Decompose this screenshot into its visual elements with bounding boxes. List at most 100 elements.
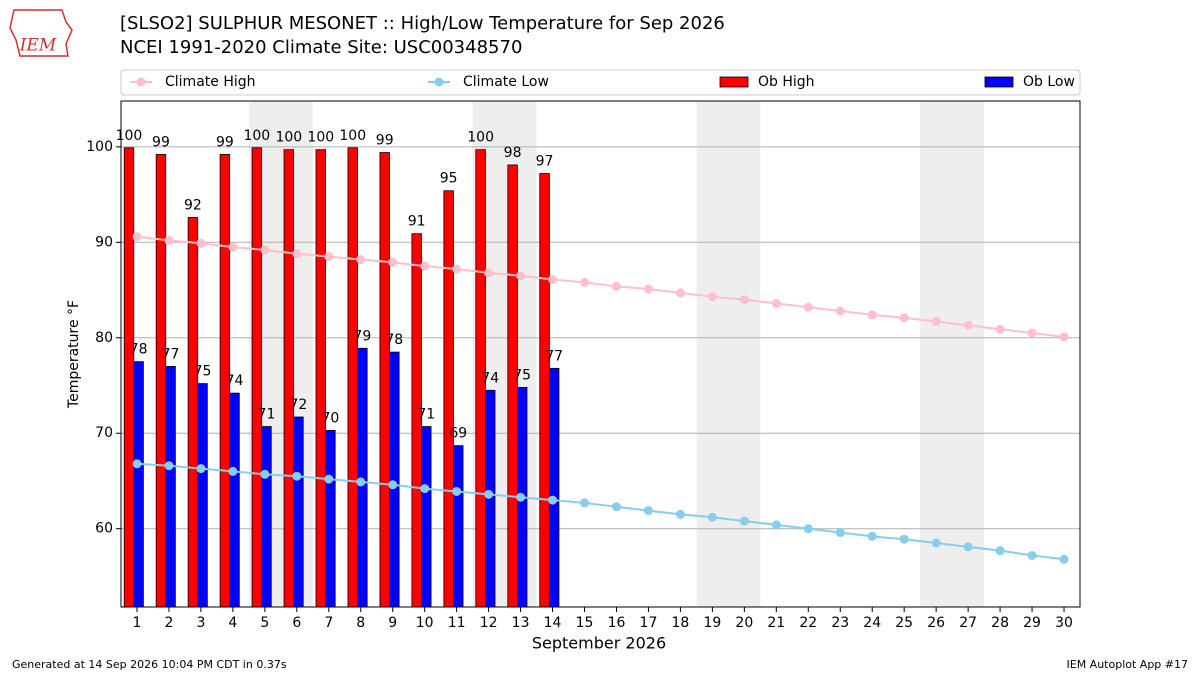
y-tick-label: 100 [86, 139, 113, 155]
point [516, 271, 526, 281]
point [611, 281, 621, 291]
point [707, 512, 717, 522]
x-tick-label: 2 [164, 615, 173, 631]
footer-left: Generated at 14 Sep 2026 10:04 PM CDT in… [12, 658, 287, 671]
bar [155, 154, 167, 608]
bar [293, 416, 304, 608]
bar [315, 149, 326, 608]
bar [421, 426, 432, 608]
x-tick-label: 22 [799, 615, 817, 631]
bar [283, 149, 295, 608]
x-tick-label: 18 [672, 615, 690, 631]
x-tick-label: 13 [512, 615, 530, 631]
bar [187, 217, 199, 608]
x-tick-label: 15 [576, 615, 594, 631]
point [452, 264, 462, 274]
x-tick-label: 16 [608, 615, 626, 631]
logo-text: IEM [19, 36, 57, 56]
data-label: 78 [385, 332, 403, 348]
point [995, 546, 1005, 556]
data-label: 71 [417, 407, 435, 423]
point [516, 492, 526, 502]
y-tick-label: 80 [95, 330, 113, 346]
point [867, 531, 877, 541]
point [580, 498, 590, 508]
legend-swatch [434, 77, 444, 87]
bar [251, 147, 263, 608]
data-label: 71 [258, 407, 276, 423]
bar [197, 383, 208, 608]
point [931, 317, 941, 327]
x-tick-label: 24 [863, 615, 881, 631]
x-tick-label: 26 [927, 615, 945, 631]
line [136, 462, 1065, 561]
data-label: 98 [504, 145, 522, 161]
x-tick-label: 5 [260, 615, 269, 631]
point [675, 509, 685, 519]
data-label: 97 [536, 154, 554, 170]
point [1027, 550, 1037, 560]
data-label: 99 [216, 134, 234, 150]
x-tick-label: 9 [388, 615, 397, 631]
data-label: 75 [194, 364, 212, 380]
footer-right: IEM Autoplot App #17 [1067, 658, 1189, 671]
point [356, 477, 366, 487]
point [420, 261, 430, 271]
point [643, 284, 653, 294]
data-label: 79 [353, 328, 371, 344]
legend-box [120, 69, 1081, 96]
x-tick-label: 21 [767, 615, 785, 631]
point [292, 471, 302, 481]
bar [389, 351, 400, 608]
weekend-shade [920, 101, 985, 607]
x-tick-label: 1 [133, 615, 142, 631]
x-tick-label: 28 [991, 615, 1009, 631]
point [548, 495, 558, 505]
point [484, 268, 494, 278]
point [643, 506, 653, 516]
point [388, 480, 398, 490]
data-label: 100 [307, 130, 334, 146]
bar [357, 347, 368, 608]
chart-title: [SLSO2] SULPHUR MESONET :: High/Low Temp… [120, 13, 725, 34]
data-label: 100 [275, 130, 302, 146]
x-tick-label: 6 [292, 615, 301, 631]
legend-label: Ob High [758, 74, 815, 90]
point [995, 324, 1005, 334]
data-label: 69 [449, 426, 467, 442]
point [931, 538, 941, 548]
plot-frame [120, 100, 1081, 608]
point [580, 277, 590, 287]
point [803, 302, 813, 312]
bar [443, 190, 454, 608]
data-label: 100 [467, 130, 494, 146]
data-label: 99 [376, 133, 394, 149]
data-label: 77 [545, 348, 563, 364]
x-tick-label: 20 [735, 615, 753, 631]
x-tick-label: 27 [959, 615, 977, 631]
legend-label: Climate Low [463, 74, 549, 90]
x-tick-label: 14 [544, 615, 562, 631]
x-tick-label: 7 [324, 615, 333, 631]
bar [133, 361, 144, 608]
data-label: 95 [440, 171, 458, 187]
x-tick-label: 4 [228, 615, 237, 631]
data-label: 78 [130, 342, 148, 358]
data-label: 74 [481, 370, 499, 386]
x-tick-label: 12 [480, 615, 498, 631]
x-tick-label: 19 [703, 615, 721, 631]
point [803, 524, 813, 534]
point [739, 516, 749, 526]
bar [261, 426, 272, 608]
data-label: 92 [184, 197, 202, 213]
weekend-shade [696, 101, 761, 607]
bar [347, 147, 358, 608]
point [867, 310, 877, 320]
legend-swatch [984, 76, 1014, 88]
point [1027, 328, 1037, 338]
point [707, 292, 717, 302]
data-label: 75 [513, 367, 531, 383]
point [484, 489, 494, 499]
logo: IEM [9, 9, 73, 57]
